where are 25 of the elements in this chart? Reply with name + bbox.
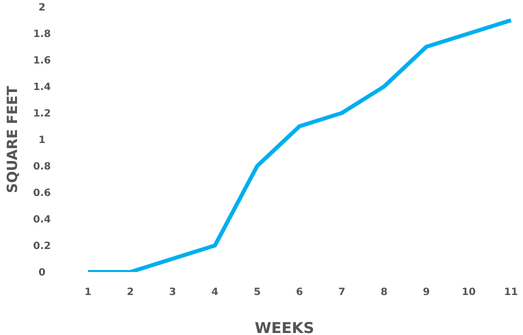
line-series [86,18,513,272]
x-tick-label: 8 [380,287,388,298]
y-tick-label: 0.8 [33,162,51,173]
x-tick-label: 4 [211,287,218,298]
y-tick-label: 1 [38,135,46,146]
x-tick-label: 10 [462,287,476,298]
x-tick-label: 6 [296,287,304,298]
x-axis-title: WEEKS [254,319,314,335]
y-axis-title: SQUARE FEET [4,85,21,194]
x-tick-label: 5 [254,287,261,298]
y-tick-label: 1.2 [33,108,51,120]
y-tick-label: 1.4 [33,82,51,94]
x-tick-label: 11 [504,287,518,298]
y-tick-label: 0 [38,268,46,279]
y-tick-label: 0.4 [33,214,51,226]
x-tick-label: 7 [338,287,346,298]
x-tick-label: 1 [84,287,92,298]
x-tick-label: 2 [126,287,134,298]
x-tick-label: 3 [169,287,176,298]
y-tick-label: 1.8 [33,29,51,40]
y-tick-label: 0.2 [33,241,51,252]
x-tick-label: 9 [422,287,430,298]
y-tick-label: 1.6 [33,56,51,67]
y-tick-label: 2 [38,2,46,14]
y-tick-label: 0.6 [33,188,51,200]
